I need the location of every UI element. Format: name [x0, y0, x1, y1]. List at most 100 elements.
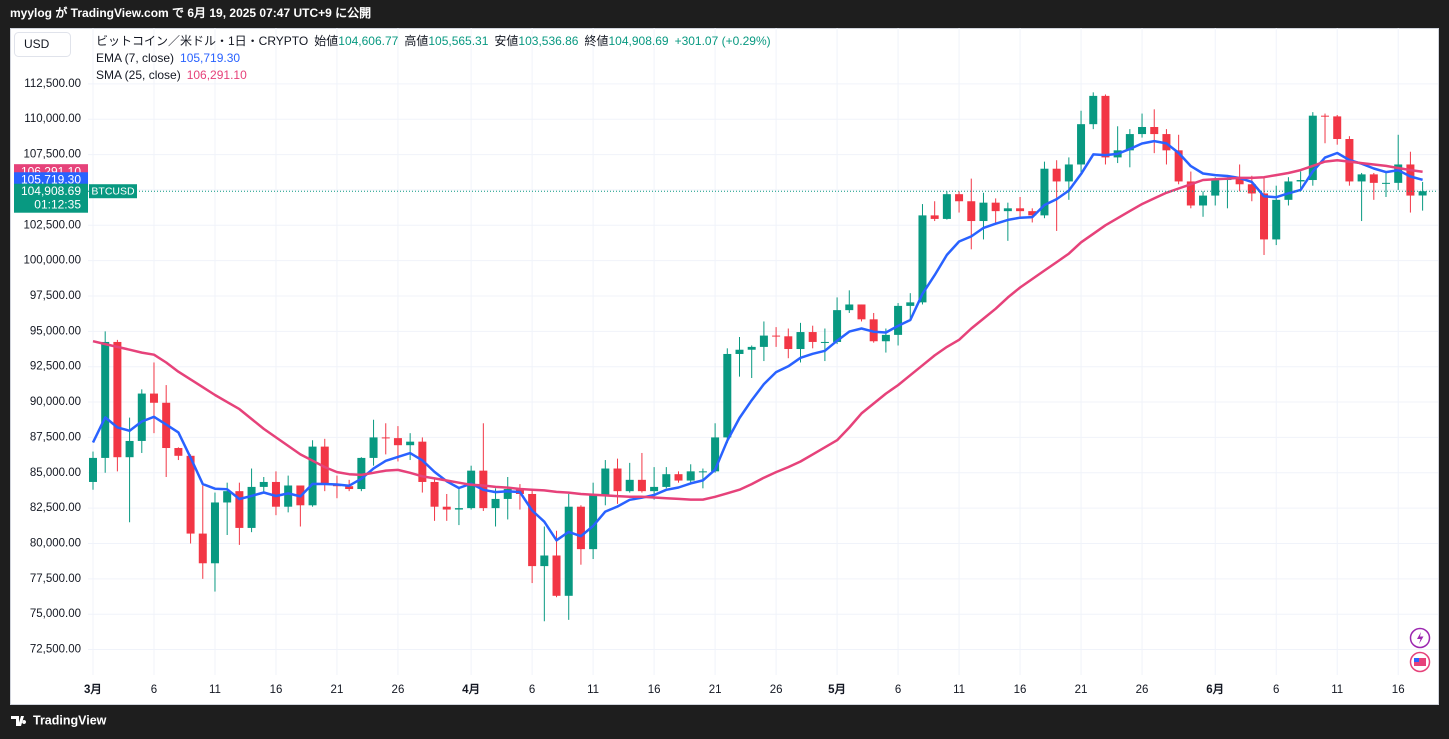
candle-body: [576, 506, 585, 550]
price-tag: [14, 183, 88, 213]
candle-body: [1357, 174, 1366, 182]
candle-body: [942, 194, 951, 219]
currency-label[interactable]: USD: [24, 37, 50, 51]
x-tick-label: 3月: [84, 683, 102, 696]
candle-body: [271, 481, 280, 507]
candle-body: [1369, 174, 1378, 183]
y-tick-label: 90,000.00: [30, 396, 81, 408]
candle-body: [1260, 193, 1269, 240]
x-tick-label: 11: [587, 684, 599, 696]
y-tick-label: 112,500.00: [24, 78, 81, 90]
candle-body: [637, 479, 646, 492]
candle-body: [650, 486, 659, 492]
currency-button[interactable]: [14, 32, 71, 57]
candle-body: [113, 341, 122, 458]
candle-body: [784, 336, 793, 350]
y-tick-label: 95,000.00: [30, 325, 81, 337]
candle-body: [955, 194, 964, 202]
open-label: 始値: [314, 33, 338, 48]
price-tag-label: 104,908.69: [21, 184, 81, 198]
candle-body: [930, 215, 939, 219]
legend-sma: SMA (25, close) 106,291.10: [96, 68, 247, 82]
candle-body: [1064, 164, 1073, 182]
candle-body: [613, 468, 622, 492]
candle-body: [686, 471, 695, 481]
x-tick-label: 6: [895, 684, 901, 696]
candle-body: [88, 457, 97, 482]
candle-body: [540, 555, 549, 567]
change-value: +301.07 (+0.29%): [675, 34, 771, 48]
candle-body: [723, 353, 732, 438]
candle-body: [601, 468, 610, 496]
candle-body: [186, 455, 195, 534]
x-tick-label: 21: [1075, 684, 1088, 696]
candle-body: [503, 489, 512, 499]
candle-body: [1308, 115, 1317, 181]
x-tick-label: 21: [709, 684, 722, 696]
alert-bolt: [1417, 632, 1424, 644]
candle-body: [1186, 181, 1195, 206]
candle-body: [320, 446, 329, 485]
indicator-line: [91, 139, 1423, 542]
price-tag: [14, 172, 88, 188]
candle-body: [1040, 168, 1049, 216]
side-icons: [1409, 627, 1431, 673]
candle-body: [808, 332, 817, 342]
candle-body: [259, 481, 268, 487]
y-tick-label: 107,500.00: [23, 149, 81, 161]
x-tick-label: 26: [1136, 684, 1149, 696]
candle-body: [357, 457, 366, 490]
x-tick-label: 16: [1014, 684, 1027, 696]
candle-body: [625, 479, 634, 492]
candle-body: [1077, 124, 1086, 165]
candle-body: [1394, 164, 1403, 183]
candle-body: [1101, 95, 1110, 158]
x-tick-label: 6月: [1206, 683, 1224, 696]
candle-body: [845, 304, 854, 311]
y-tick-label: 80,000.00: [30, 538, 81, 550]
y-tick-label: 85,000.00: [30, 467, 81, 479]
x-tick-label: 26: [770, 684, 783, 696]
sma-name: SMA (25, close): [96, 68, 181, 82]
candle-body: [881, 334, 890, 342]
ema-name: EMA (7, close): [96, 51, 174, 65]
candle-body: [1125, 134, 1134, 151]
candle-body: [528, 493, 537, 567]
brand-name: TradingView: [33, 713, 107, 727]
candle-body: [101, 341, 110, 458]
candle-body: [235, 491, 244, 528]
candle-body: [1089, 95, 1098, 125]
candle-body: [1382, 182, 1391, 184]
candle-body: [223, 491, 232, 503]
candle-body: [198, 533, 207, 564]
y-tick-label: 102,500.00: [23, 219, 81, 231]
close-label: 終値: [584, 33, 608, 48]
candle-body: [369, 437, 378, 458]
candle-body: [1247, 184, 1256, 194]
candle-body: [210, 502, 219, 564]
candle-body: [1199, 195, 1208, 206]
axes: 72,500.00 75,000.00 77,500.00 80,000.00 82,5…: [14, 78, 1405, 696]
candle-body: [406, 441, 415, 446]
candle-body: [247, 486, 256, 528]
low-label: 安値: [494, 33, 518, 48]
y-tick-label: 82,500.00: [30, 502, 81, 514]
candle-body: [674, 474, 683, 481]
symbol-tag: [89, 184, 137, 199]
candle-body: [1406, 164, 1415, 196]
candle-body: [796, 332, 805, 350]
y-tick-label: 97,500.00: [30, 290, 81, 302]
candle-body: [906, 302, 915, 306]
candle-body: [1003, 208, 1012, 212]
y-tick-label: 110,000.00: [24, 113, 81, 125]
candle-body: [1284, 181, 1293, 200]
symbol-tag-label: BTCUSD: [91, 185, 135, 197]
open-value: 104,606.77: [338, 34, 398, 48]
publish-header: myylog が TradingView.com で 6月 19, 2025 0…: [10, 5, 371, 20]
x-tick-label: 11: [953, 684, 965, 696]
x-tick-label: 21: [331, 684, 344, 696]
candle-body: [772, 335, 781, 337]
candle-body: [979, 202, 988, 222]
